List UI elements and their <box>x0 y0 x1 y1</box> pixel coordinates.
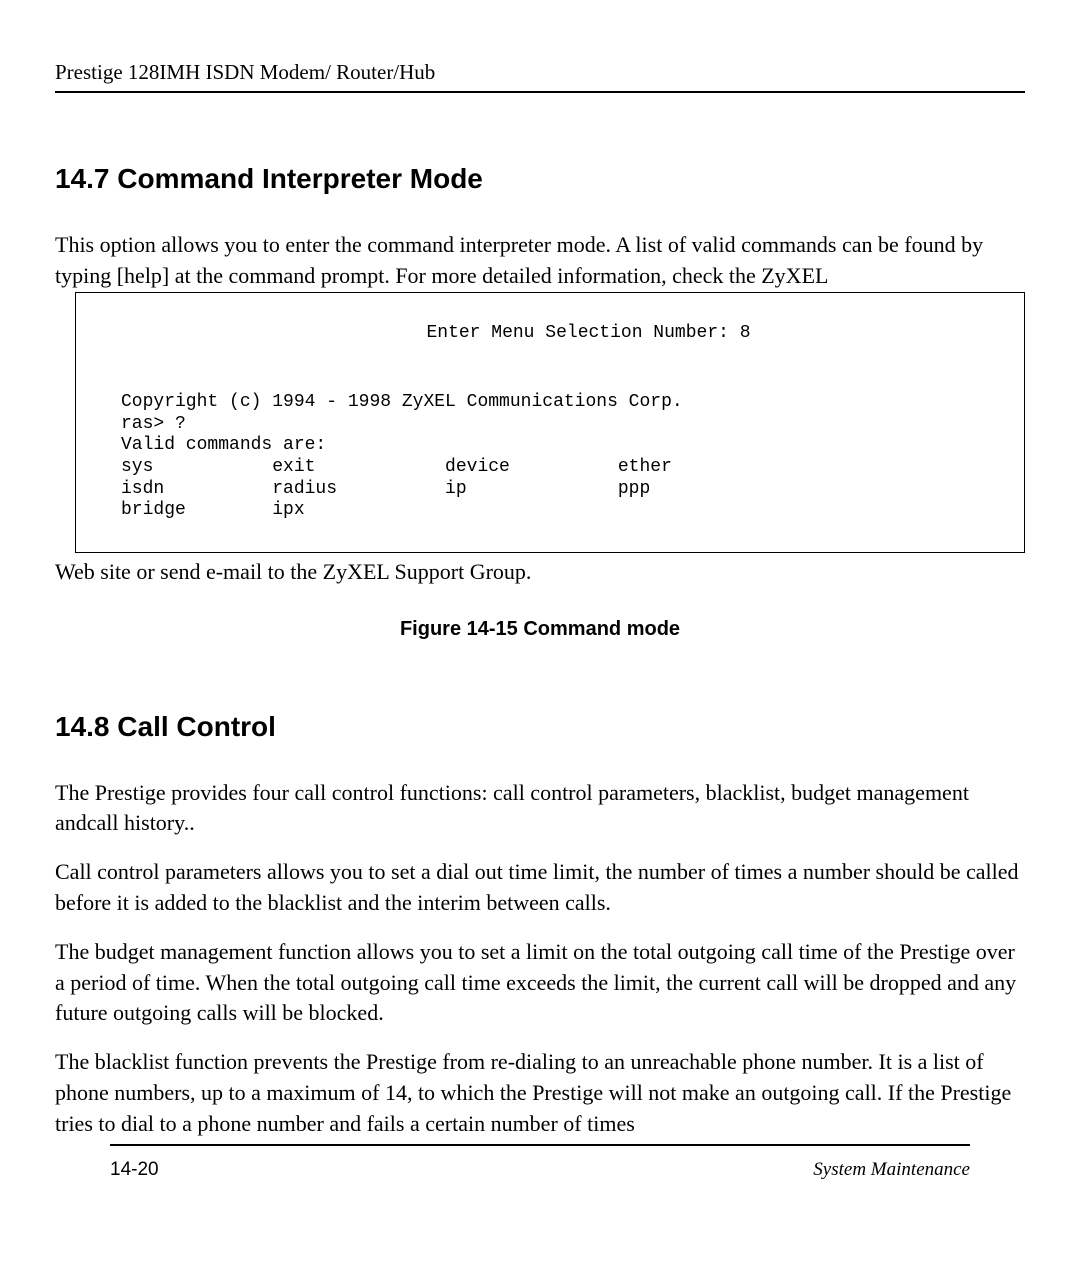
section-148-heading: 14.8 Call Control <box>55 711 1025 743</box>
header-divider <box>55 91 1025 93</box>
section-147-intro-para: This option allows you to enter the comm… <box>55 230 1025 292</box>
footer-page-number: 14-20 <box>110 1159 159 1181</box>
page-header-title: Prestige 128IMH ISDN Modem/ Router/Hub <box>55 60 1025 85</box>
terminal-output-box: Enter Menu Selection Number: 8 Copyright… <box>75 292 1025 553</box>
section-148-para3: The budget management function allows yo… <box>55 937 1025 1029</box>
page-footer: 14-20 System Maintenance <box>110 1159 970 1181</box>
section-148-para1: The Prestige provides four call control … <box>55 778 1025 840</box>
section-147-heading: 14.7 Command Interpreter Mode <box>55 163 1025 195</box>
section-147-after-box-para: Web site or send e-mail to the ZyXEL Sup… <box>55 557 1025 588</box>
footer-section-name: System Maintenance <box>813 1159 970 1181</box>
section-148-para4: The blacklist function prevents the Pres… <box>55 1047 1025 1139</box>
figure-caption: Figure 14-15 Command mode <box>55 618 1025 641</box>
footer-divider <box>110 1144 970 1146</box>
terminal-content: Copyright (c) 1994 - 1998 ZyXEL Communic… <box>121 392 979 522</box>
section-148-para2: Call control parameters allows you to se… <box>55 857 1025 919</box>
terminal-menu-line: Enter Menu Selection Number: 8 <box>121 323 979 345</box>
